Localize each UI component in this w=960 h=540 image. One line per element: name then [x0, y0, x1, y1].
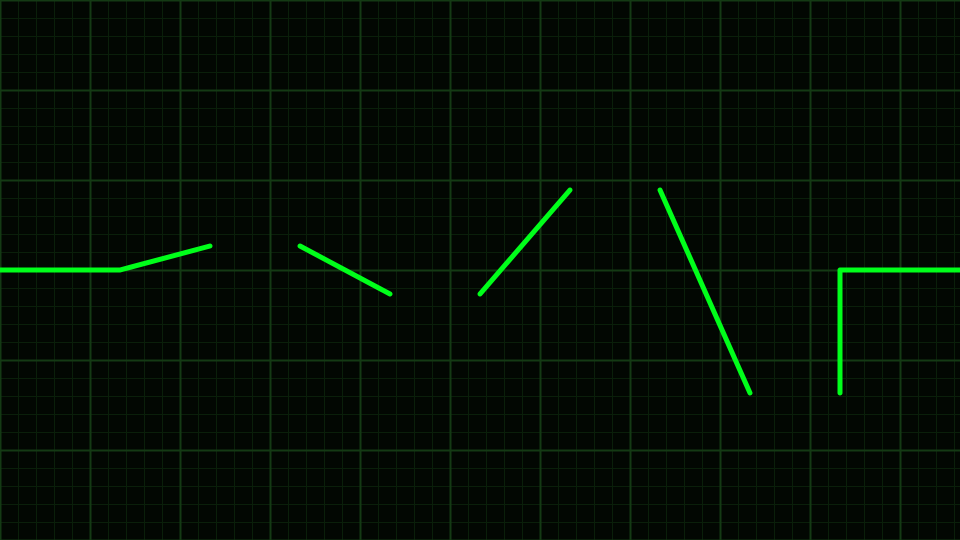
trace-segment: [477, 187, 573, 297]
trace-segment: [297, 243, 393, 297]
trace-segment: [0, 243, 213, 273]
waveform-trace: [0, 187, 960, 396]
trace-segment: [657, 187, 753, 396]
trace-segment: [837, 267, 960, 396]
